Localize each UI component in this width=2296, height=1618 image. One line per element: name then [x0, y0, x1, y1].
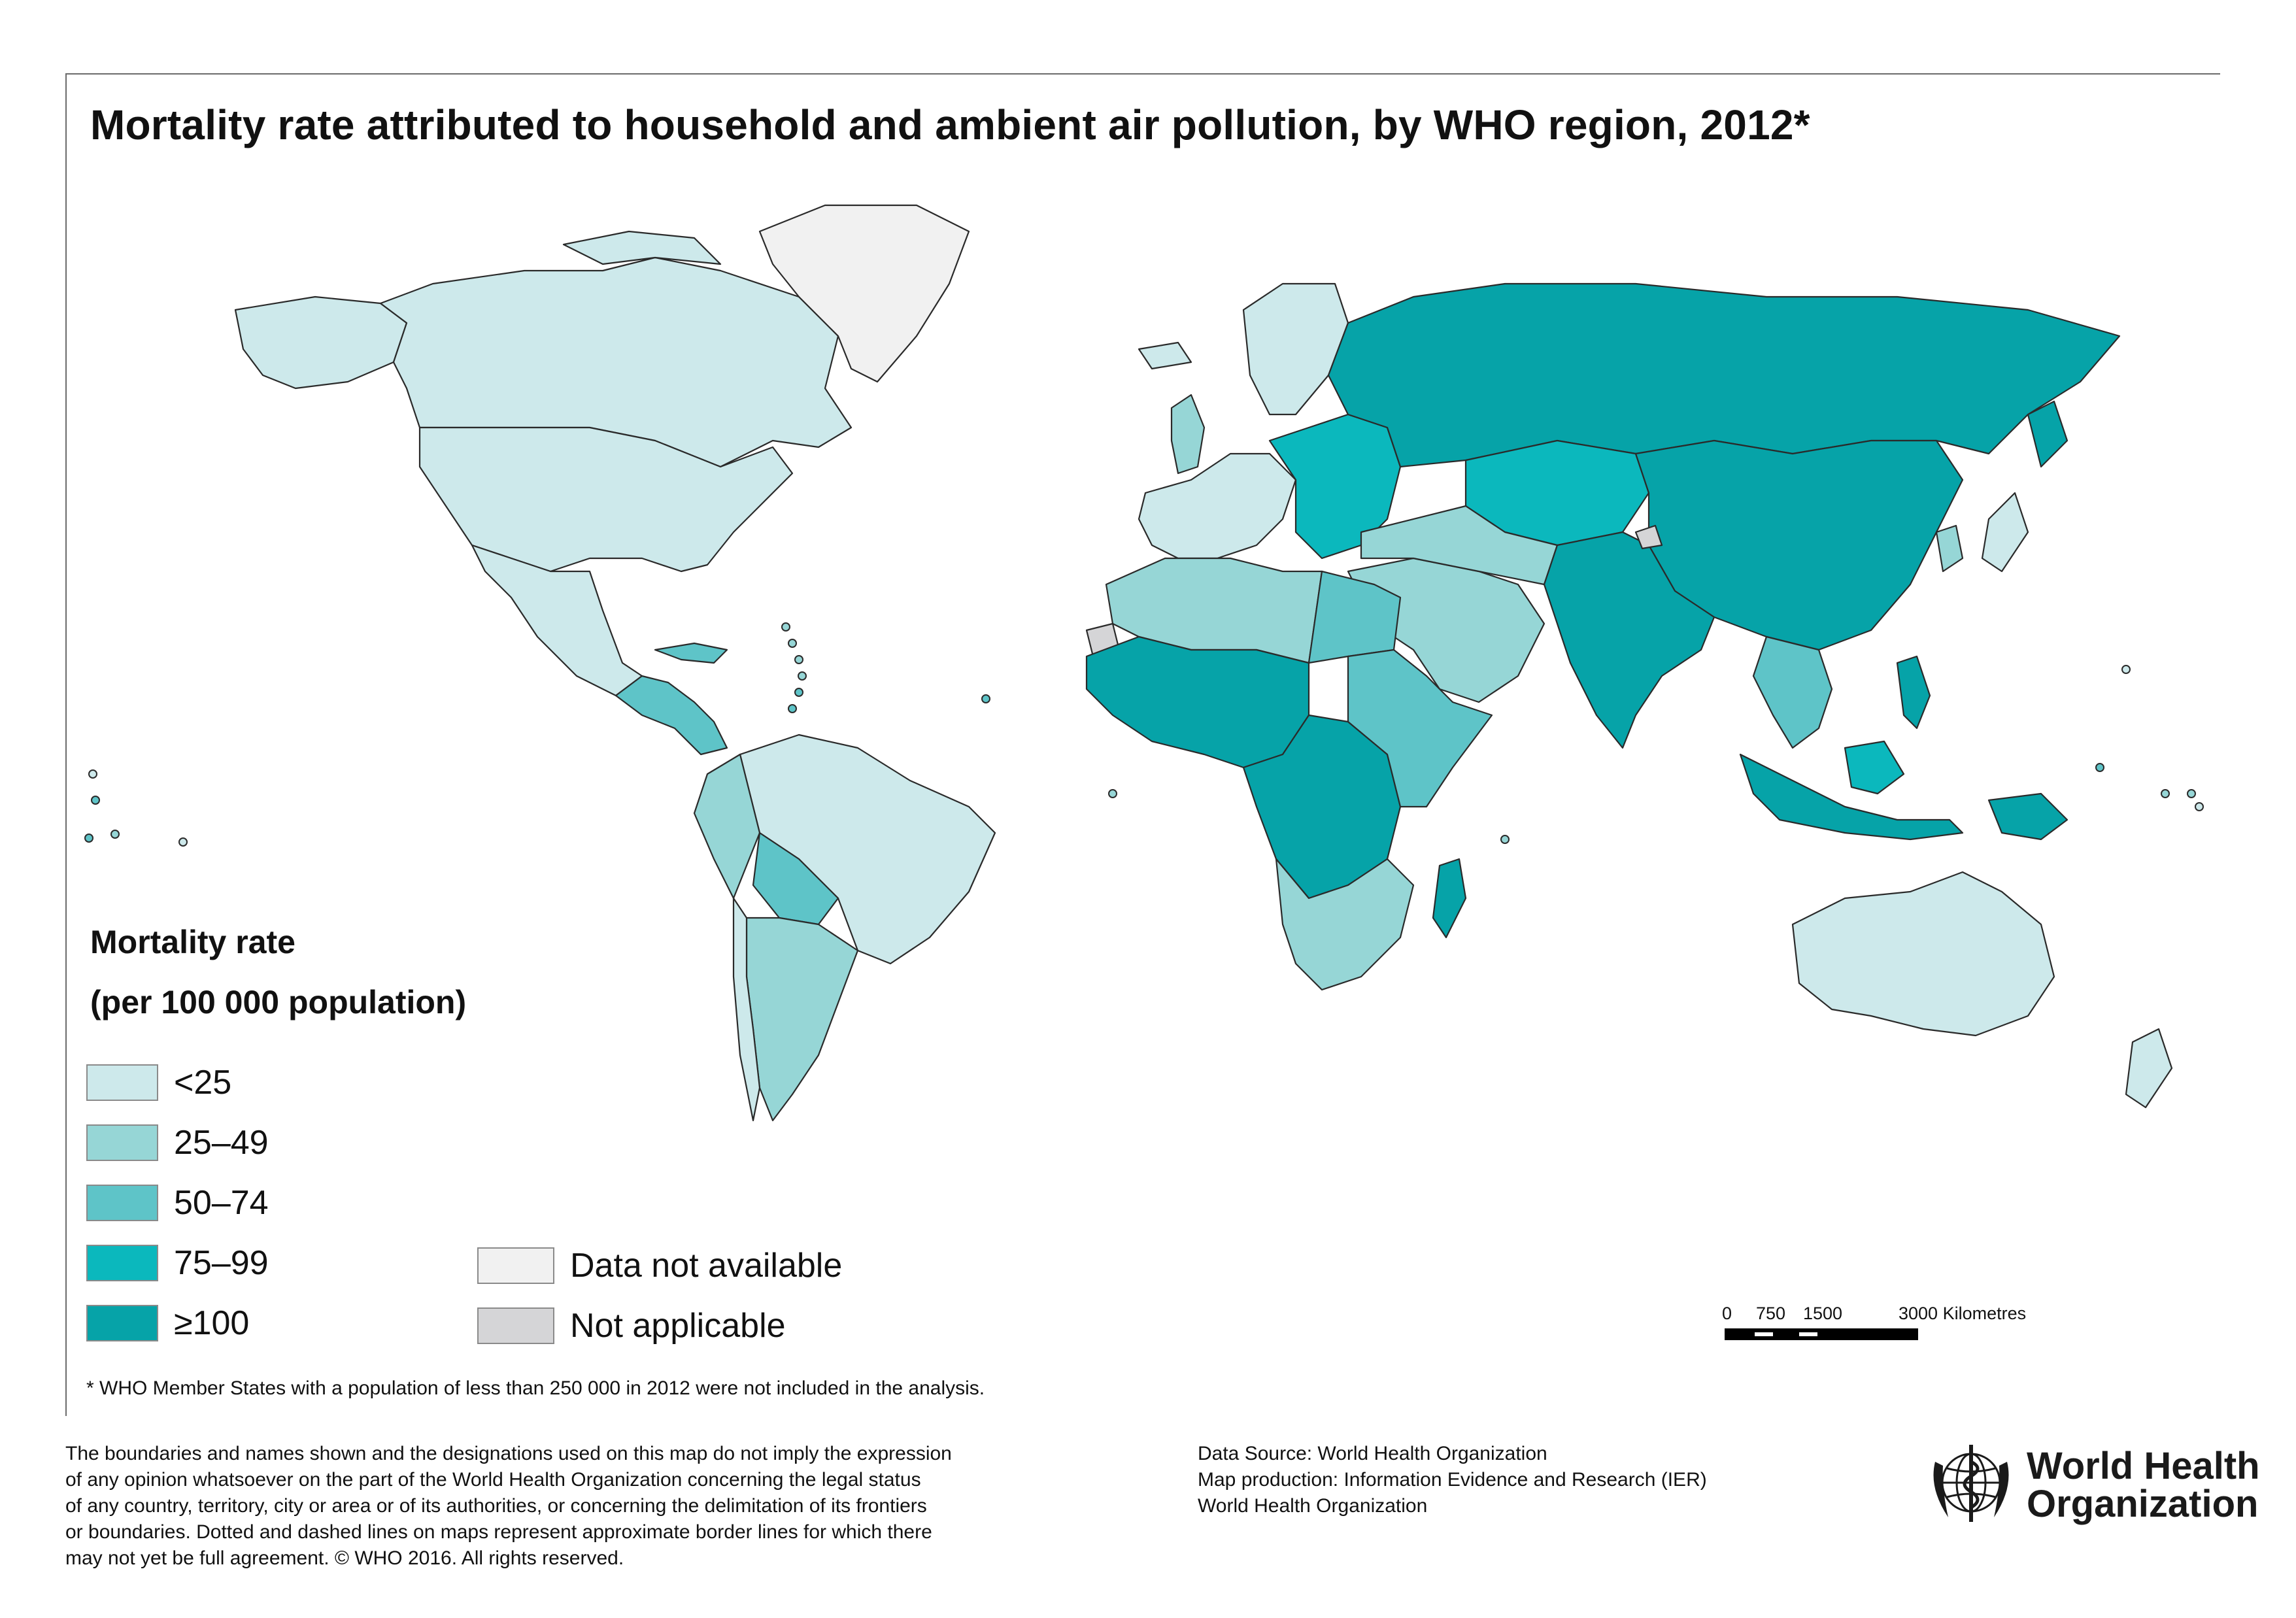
region-south-asia — [1543, 531, 1715, 749]
region-central-america — [615, 675, 728, 756]
region-iceland — [1138, 341, 1192, 370]
region-chile — [732, 897, 761, 1122]
isle-pacific-5 — [178, 837, 188, 847]
scale-tick-1500: 1500 — [1803, 1304, 1843, 1323]
map-title: Mortality rate attributed to household a… — [90, 101, 1810, 148]
region-central-africa — [1242, 714, 1402, 900]
legend-label-75-99: 75–99 — [174, 1244, 269, 1282]
isle-caribbean-4 — [798, 671, 807, 681]
scale-tick-3000: 3000 Kilometres — [1899, 1304, 2027, 1323]
region-kamchatka — [2027, 400, 2068, 468]
isle-caribbean-3 — [794, 655, 803, 664]
isle-pacific-3 — [84, 834, 93, 843]
region-caribbean — [654, 642, 728, 664]
source-credits: Data Source: World Health Organization M… — [1198, 1441, 1707, 1519]
region-canada — [379, 256, 853, 468]
scale-bar: 0 750 1500 3000 Kilometres — [1722, 1304, 2026, 1343]
region-new-zealand — [2125, 1028, 2173, 1109]
legend-item-lt25: <25 — [86, 1063, 231, 1102]
region-western-europe — [1138, 452, 1297, 560]
producing-organization: World Health Organization — [1198, 1495, 1428, 1517]
legend-label-25-49: 25–49 — [174, 1124, 269, 1162]
legend-swatch-lt25 — [86, 1064, 158, 1101]
region-uk — [1170, 394, 1206, 475]
world-map — [67, 75, 2221, 1417]
legend-heading-line1: Mortality rate — [90, 924, 295, 960]
region-greenland — [758, 204, 970, 383]
region-russia — [1327, 282, 2121, 468]
legend-swatch-25-49 — [86, 1124, 158, 1161]
isle-oceania-4 — [2121, 665, 2131, 674]
legend-label-lt25: <25 — [174, 1064, 232, 1102]
who-logo: World Health Organization — [1922, 1436, 2260, 1540]
region-australia — [1791, 871, 2055, 1037]
ocean-background — [67, 75, 2221, 1417]
legend-item-25-49: 25–49 — [86, 1123, 269, 1162]
isle-oceania-5 — [2195, 802, 2204, 811]
who-wordmark-line2: Organization — [2027, 1483, 2259, 1525]
scale-segment-2 — [1799, 1332, 1817, 1336]
disclaimer-line: or boundaries. Dotted and dashed lines o… — [65, 1521, 932, 1543]
legend-item-50-74: 50–74 — [86, 1183, 269, 1222]
isle-caribbean-2 — [788, 639, 797, 648]
legend-label-gte100: ≥100 — [174, 1304, 250, 1342]
region-indonesia — [1739, 753, 1964, 841]
region-philippines — [1896, 655, 1931, 730]
legend-item-not-applicable: Not applicable — [477, 1306, 786, 1345]
scale-tick-750: 750 — [1756, 1304, 1786, 1323]
legend-item-75-99: 75–99 — [86, 1243, 269, 1283]
region-east-africa — [1347, 649, 1493, 808]
region-borneo — [1844, 740, 1905, 795]
isle-caribbean-1 — [781, 622, 790, 632]
isle-oceania-2 — [2187, 789, 2196, 798]
region-canada-arctic-islands — [562, 230, 722, 265]
legend-item-data-not-available: Data not available — [477, 1246, 842, 1285]
isle-atlantic-2 — [1108, 789, 1117, 798]
isle-pacific-4 — [110, 830, 120, 839]
legend-swatch-50-74 — [86, 1185, 158, 1221]
who-wordmark: World Health Organization — [2027, 1447, 2260, 1523]
disclaimer-line: may not yet be full agreement. © WHO 201… — [65, 1547, 624, 1569]
data-source: Data Source: World Health Organization — [1198, 1443, 1547, 1464]
isle-atlantic-1 — [981, 694, 990, 703]
who-emblem-icon — [1933, 1445, 2009, 1522]
footnote: * WHO Member States with a population of… — [86, 1377, 985, 1399]
legend-swatch-75-99 — [86, 1245, 158, 1281]
isle-oceania-3 — [2095, 763, 2104, 772]
region-kashmir — [1634, 524, 1663, 550]
isle-caribbean-6 — [788, 704, 797, 713]
disclaimer-line: The boundaries and names shown and the d… — [65, 1443, 952, 1464]
map-production: Map production: Information Evidence and… — [1198, 1469, 1707, 1491]
region-japan — [1981, 492, 2029, 573]
isle-pacific-1 — [88, 769, 97, 779]
region-southern-africa — [1275, 858, 1415, 991]
legend-item-gte100: ≥100 — [86, 1304, 249, 1343]
region-madagascar — [1432, 858, 1467, 939]
legend-label-not-applicable: Not applicable — [570, 1307, 786, 1345]
legend-label-data-not-available: Data not available — [570, 1247, 843, 1285]
scale-track — [1725, 1328, 1918, 1340]
disclaimer-line: of any opinion whatsoever on the part of… — [65, 1469, 921, 1491]
region-south-east-asia — [1752, 635, 1833, 749]
isle-pacific-2 — [91, 796, 100, 805]
legend-label-50-74: 50–74 — [174, 1184, 269, 1222]
region-south-america-andes — [693, 753, 761, 900]
region-alaska — [234, 295, 408, 390]
disclaimer: The boundaries and names shown and the d… — [65, 1441, 1085, 1572]
region-korea — [1935, 524, 1964, 573]
disclaimer-line: of any country, territory, city or area … — [65, 1495, 927, 1517]
isle-caribbean-5 — [794, 688, 803, 697]
isle-indian-ocean-1 — [1500, 835, 1510, 844]
legend-swatch-data-not-available — [477, 1247, 554, 1284]
legend-heading-line2: (per 100 000 population) — [90, 984, 467, 1020]
who-wordmark-line1: World Health — [2027, 1445, 2260, 1487]
region-eastern-europe — [1268, 413, 1402, 560]
legend-swatch-not-applicable — [477, 1307, 554, 1344]
map-frame: Mortality rate attributed to household a… — [65, 73, 2221, 1417]
legend-swatch-gte100 — [86, 1305, 158, 1341]
isle-oceania-1 — [2161, 789, 2170, 798]
scale-tick-0: 0 — [1722, 1304, 1732, 1323]
scale-segment-1 — [1755, 1332, 1773, 1336]
region-papua-new-guinea — [1987, 792, 2068, 841]
